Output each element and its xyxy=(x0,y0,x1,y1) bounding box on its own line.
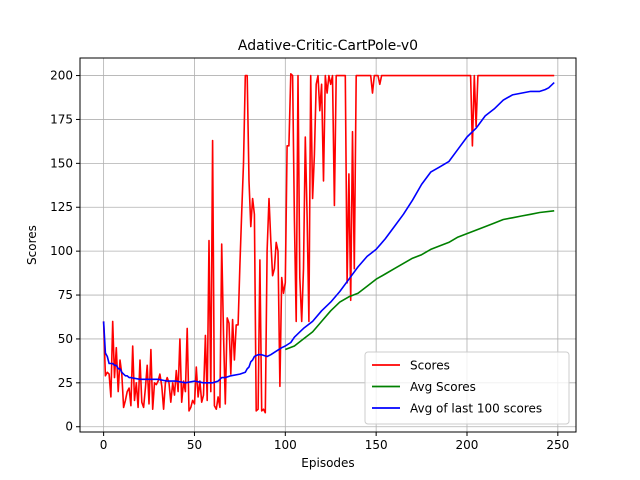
y-tick-label: 100 xyxy=(50,244,73,258)
y-tick-label: 75 xyxy=(58,288,73,302)
y-tick-label: 0 xyxy=(65,420,73,434)
x-tick-label: 250 xyxy=(546,438,569,452)
legend-label-avg-of-last-100-scores: Avg of last 100 scores xyxy=(410,402,542,416)
x-tick-label: 50 xyxy=(187,438,202,452)
y-tick-label: 25 xyxy=(58,376,73,390)
series-line-avg-of-last-100-scores xyxy=(102,82,555,384)
series-line-avg-scores xyxy=(285,210,555,351)
y-axis-title: Scores xyxy=(25,225,39,265)
grid xyxy=(80,58,576,432)
y-tick-label: 150 xyxy=(50,156,73,170)
legend-label-avg-scores: Avg Scores xyxy=(410,380,476,394)
x-tick-label: 200 xyxy=(456,438,479,452)
series-line-scores xyxy=(102,73,555,414)
plot-frame xyxy=(79,57,577,433)
y-tick-label: 50 xyxy=(58,332,73,346)
legend-box xyxy=(364,351,570,425)
y-tick-label: 125 xyxy=(50,200,73,214)
axis-ticks: 0 50 100 150 200 250 0 25 50 75 100 125 150 175 200 xyxy=(50,69,569,452)
chart-title: Adative-Critic-CartPole-v0 xyxy=(238,38,418,54)
legend-label-scores: Scores xyxy=(410,359,450,373)
x-axis-title: Episodes xyxy=(301,456,354,470)
x-tick-label: 150 xyxy=(365,438,388,452)
x-tick-label: 100 xyxy=(274,438,297,452)
x-tick-label: 0 xyxy=(100,438,108,452)
legend: Scores Avg Scores Avg of last 100 scores xyxy=(364,351,570,425)
series-lines xyxy=(102,73,555,414)
y-tick-label: 200 xyxy=(50,69,73,83)
y-tick-label: 175 xyxy=(50,112,73,126)
